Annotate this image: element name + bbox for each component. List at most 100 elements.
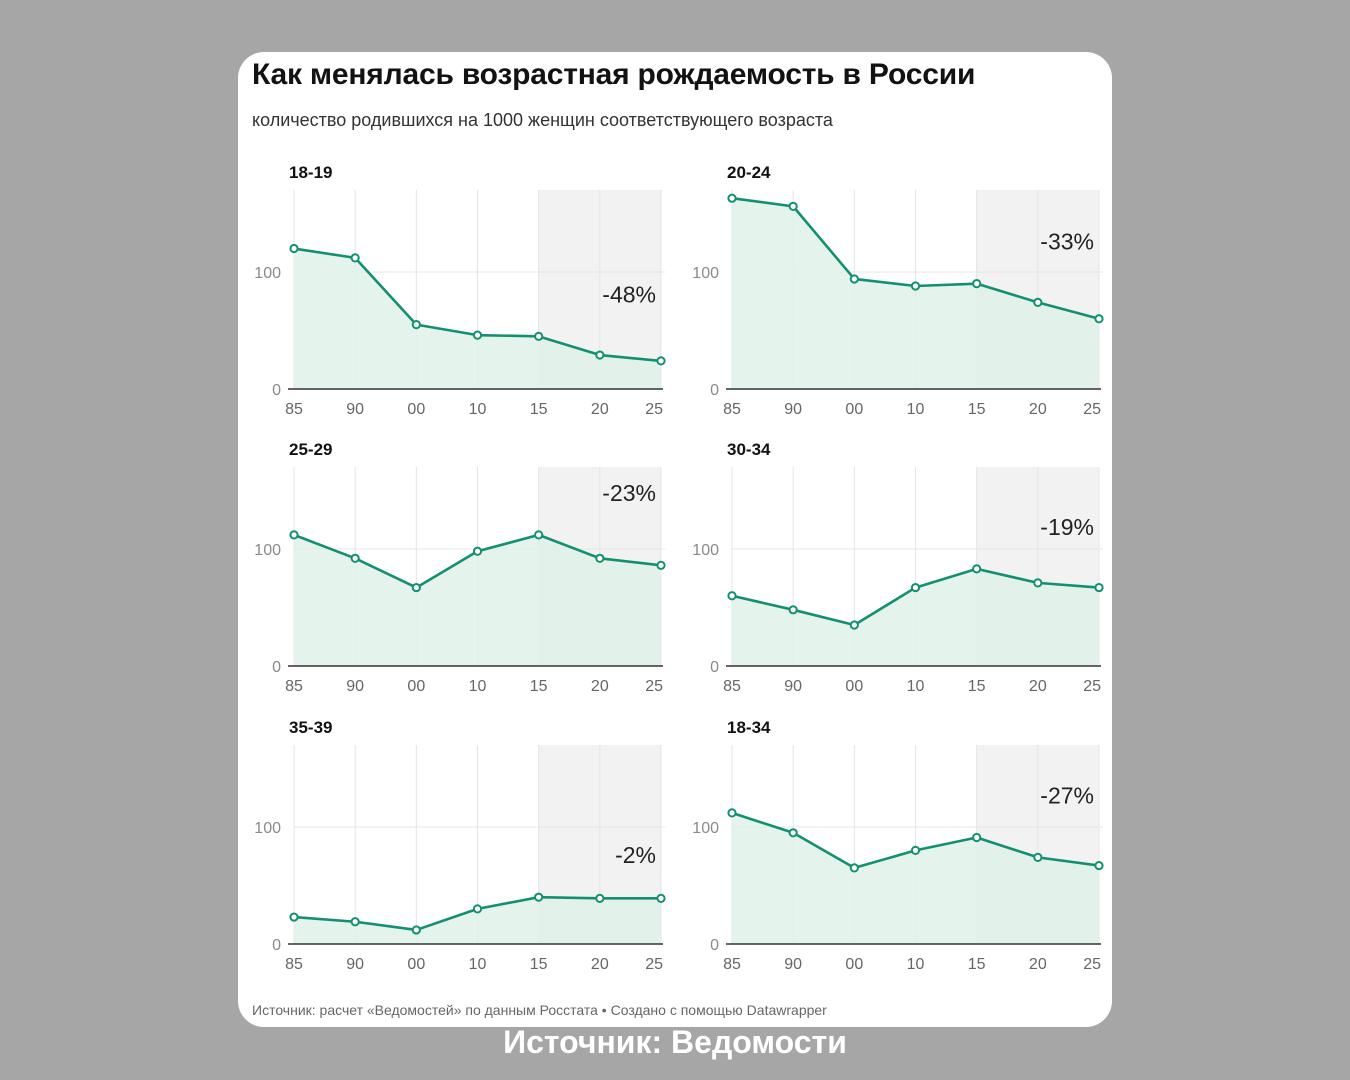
source-note: Источник: расчет «Ведомостей» по данным …	[252, 1002, 827, 1018]
x-tick-label: 85	[285, 678, 303, 695]
y-tick-label: 0	[272, 659, 281, 676]
x-tick-label: 85	[285, 956, 303, 973]
y-tick-label: 0	[272, 937, 281, 954]
series-area	[732, 812, 1099, 944]
series-area	[732, 568, 1099, 666]
data-point	[595, 350, 605, 360]
x-tick-label: 10	[907, 401, 925, 418]
panel-title: 20-24	[727, 163, 771, 182]
data-point	[972, 279, 982, 289]
y-tick-label: 0	[710, 937, 719, 954]
data-point	[849, 863, 859, 873]
change-label: -27%	[1040, 782, 1094, 808]
x-tick-label: 10	[469, 401, 487, 418]
x-tick-label: 25	[1083, 956, 1101, 973]
x-tick-label: 00	[407, 956, 425, 973]
data-point	[289, 912, 299, 922]
x-tick-label: 15	[530, 678, 548, 695]
panel-30-34: 0 100 85 90 00 10 15 20 25 30-34 -19%	[692, 440, 1104, 695]
data-point	[788, 828, 798, 838]
x-tick-label: 15	[968, 678, 986, 695]
data-point	[727, 193, 737, 203]
x-tick-label: 25	[645, 401, 663, 418]
data-point	[656, 356, 666, 366]
panel-title: 25-29	[289, 440, 332, 459]
data-point	[1033, 852, 1043, 862]
data-point	[1033, 578, 1043, 588]
data-point	[910, 281, 921, 291]
panel-18-19: 0 100 85 90 00 10 15 20 25 18-19 -48%	[254, 163, 666, 418]
x-tick-label: 85	[723, 401, 741, 418]
panel-18-34: 0 100 85 90 00 10 15 20 25 18-34 -27%	[692, 718, 1104, 973]
y-tick-label: 0	[710, 382, 719, 399]
panel-title: 18-19	[289, 163, 332, 182]
x-tick-label: 85	[285, 401, 303, 418]
data-point	[972, 564, 982, 574]
data-point	[534, 530, 544, 540]
data-point	[1094, 860, 1104, 871]
y-tick-label: 100	[692, 820, 719, 837]
x-tick-label: 10	[469, 956, 487, 973]
data-point	[849, 620, 859, 630]
data-point	[472, 546, 483, 556]
series-area	[294, 534, 661, 666]
data-point	[910, 582, 921, 593]
data-point	[727, 808, 737, 818]
x-tick-label: 15	[968, 956, 986, 973]
panel-20-24: 0 100 85 90 00 10 15 20 25 20-24 -33%	[692, 163, 1104, 418]
y-tick-label: 100	[692, 542, 719, 559]
data-point	[788, 201, 798, 211]
y-tick-label: 0	[272, 382, 281, 399]
panel-title: 30-34	[727, 440, 771, 459]
x-tick-label: 10	[469, 678, 487, 695]
change-label: -19%	[1040, 514, 1094, 540]
x-tick-label: 10	[907, 956, 925, 973]
x-tick-label: 20	[591, 956, 609, 973]
data-point	[656, 893, 666, 903]
x-tick-label: 10	[907, 678, 925, 695]
x-tick-label: 85	[723, 956, 741, 973]
image-caption: Источник: Ведомости	[503, 1024, 847, 1060]
data-point	[849, 274, 859, 284]
data-point	[788, 605, 798, 615]
x-tick-label: 15	[968, 401, 986, 418]
data-point	[972, 832, 982, 843]
data-point	[1094, 314, 1104, 324]
data-point	[595, 893, 605, 903]
data-point	[411, 925, 421, 935]
x-tick-label: 90	[784, 956, 802, 973]
change-label: -33%	[1040, 229, 1094, 255]
x-tick-label: 20	[1029, 956, 1047, 973]
x-tick-label: 00	[407, 678, 425, 695]
data-point	[289, 243, 299, 254]
panel-title: 18-34	[727, 718, 771, 737]
data-point	[656, 560, 666, 570]
x-tick-label: 90	[346, 678, 364, 695]
x-tick-label: 00	[845, 956, 863, 973]
data-point	[472, 904, 483, 914]
change-label: -2%	[615, 842, 656, 868]
y-tick-label: 100	[254, 265, 281, 282]
x-tick-label: 00	[845, 678, 863, 695]
y-tick-label: 0	[710, 659, 719, 676]
y-tick-label: 100	[254, 542, 281, 559]
series-area	[732, 198, 1099, 389]
panel-35-39: 0 100 85 90 00 10 15 20 25 35-39 -2%	[254, 718, 666, 973]
data-point	[472, 330, 483, 340]
x-tick-label: 90	[784, 401, 802, 418]
x-tick-label: 15	[530, 956, 548, 973]
x-tick-label: 25	[645, 956, 663, 973]
x-tick-label: 20	[1029, 678, 1047, 695]
data-point	[910, 845, 921, 855]
series-area	[294, 248, 661, 389]
data-point	[411, 582, 421, 593]
x-tick-label: 15	[530, 401, 548, 418]
x-tick-label: 00	[845, 401, 863, 418]
panel-title: 35-39	[289, 718, 332, 737]
x-tick-label: 20	[591, 401, 609, 418]
panel-25-29: 0 100 85 90 00 10 15 20 25 25-29 -23%	[254, 440, 666, 695]
y-tick-label: 100	[254, 820, 281, 837]
y-tick-label: 100	[692, 265, 719, 282]
x-tick-label: 25	[1083, 401, 1101, 418]
